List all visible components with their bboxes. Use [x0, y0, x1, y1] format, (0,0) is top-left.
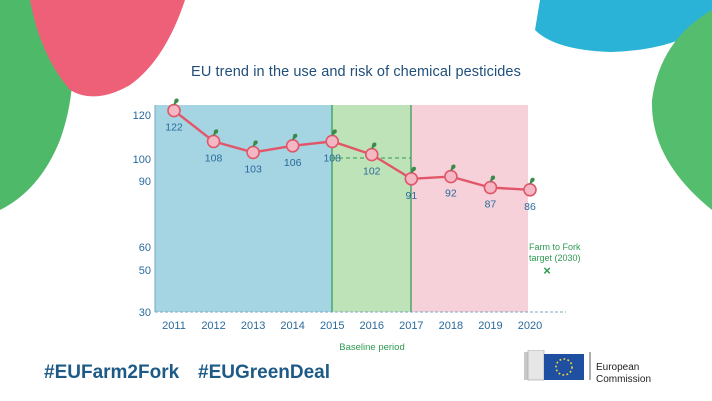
logo-text-line2: Commission [596, 374, 652, 385]
value-label-2011: 122 [165, 122, 183, 134]
y-tick-120: 120 [133, 110, 151, 122]
baseline-period-label: Baseline period [339, 342, 405, 353]
hashtag-eufarm2fork[interactable]: #EUFarm2Fork [44, 362, 180, 383]
value-label-2015: 108 [323, 152, 341, 164]
x-tick-2012: 2012 [201, 320, 225, 332]
plot-area [154, 105, 566, 313]
period-band-2015-2017 [332, 105, 411, 312]
value-label-2018: 92 [445, 188, 457, 200]
target-marker: × [543, 263, 551, 278]
y-tick-100: 100 [133, 154, 151, 166]
data-point-2015 [325, 129, 340, 149]
chart-title: EU trend in the use and risk of chemical… [191, 64, 521, 80]
hashtag-eugreendeal[interactable]: #EUGreenDeal [198, 362, 331, 383]
blue-leaf-top-right [535, 0, 712, 52]
logo-text-line1: European [596, 362, 640, 373]
data-point-2018 [444, 164, 458, 184]
period-band-2011-2015 [155, 105, 332, 312]
data-point-2011 [167, 98, 181, 118]
green-leaf-right [651, 10, 712, 210]
x-tick-2018: 2018 [439, 320, 463, 332]
value-label-2019: 87 [485, 199, 497, 211]
data-point-2014 [285, 133, 300, 153]
y-tick-90: 90 [139, 176, 151, 188]
x-tick-labels: 2011 2012 2013 2014 2015 2016 2017 2018 2019 2020 [162, 320, 542, 332]
y-tick-labels: 30 50 60 90 100 120 [133, 110, 151, 319]
y-tick-30: 30 [139, 307, 151, 319]
data-point-2019 [483, 175, 498, 195]
value-label-2020: 86 [524, 201, 536, 213]
data-point-2012 [206, 129, 221, 149]
value-label-2014: 106 [284, 157, 302, 169]
x-tick-2011: 2011 [162, 320, 186, 332]
x-tick-2019: 2019 [478, 320, 502, 332]
target-label-line1: Farm to Fork [529, 242, 581, 252]
x-tick-2020: 2020 [518, 320, 542, 332]
period-band-2017-2020 [411, 105, 528, 312]
value-label-2016: 102 [363, 166, 381, 178]
x-tick-2016: 2016 [360, 320, 384, 332]
data-point-2016 [364, 142, 379, 162]
pink-leaf-top-left [30, 0, 185, 97]
x-tick-2014: 2014 [280, 320, 304, 332]
data-point-2013 [246, 140, 260, 160]
series-line-group [173, 109, 531, 191]
x-tick-2015: 2015 [320, 320, 344, 332]
data-points [167, 98, 537, 197]
value-labels: 122 108 103 106 108 102 91 92 87 86 [165, 122, 536, 213]
target-label-line2: target (2030) [529, 253, 581, 263]
x-tick-2013: 2013 [241, 320, 265, 332]
decorative-leaves [0, 0, 712, 210]
value-label-2013: 103 [244, 163, 262, 175]
data-point-2017 [404, 166, 419, 186]
value-label-2017: 91 [405, 190, 417, 202]
data-point-2020 [523, 177, 537, 197]
y-tick-50: 50 [139, 265, 151, 277]
value-label-2012: 108 [205, 152, 223, 164]
farm-to-fork-target: Farm to Fork target (2030) × [529, 242, 581, 278]
x-tick-2017: 2017 [399, 320, 423, 332]
series-line [173, 109, 531, 191]
y-tick-60: 60 [139, 242, 151, 254]
european-commission-logo [524, 350, 591, 381]
